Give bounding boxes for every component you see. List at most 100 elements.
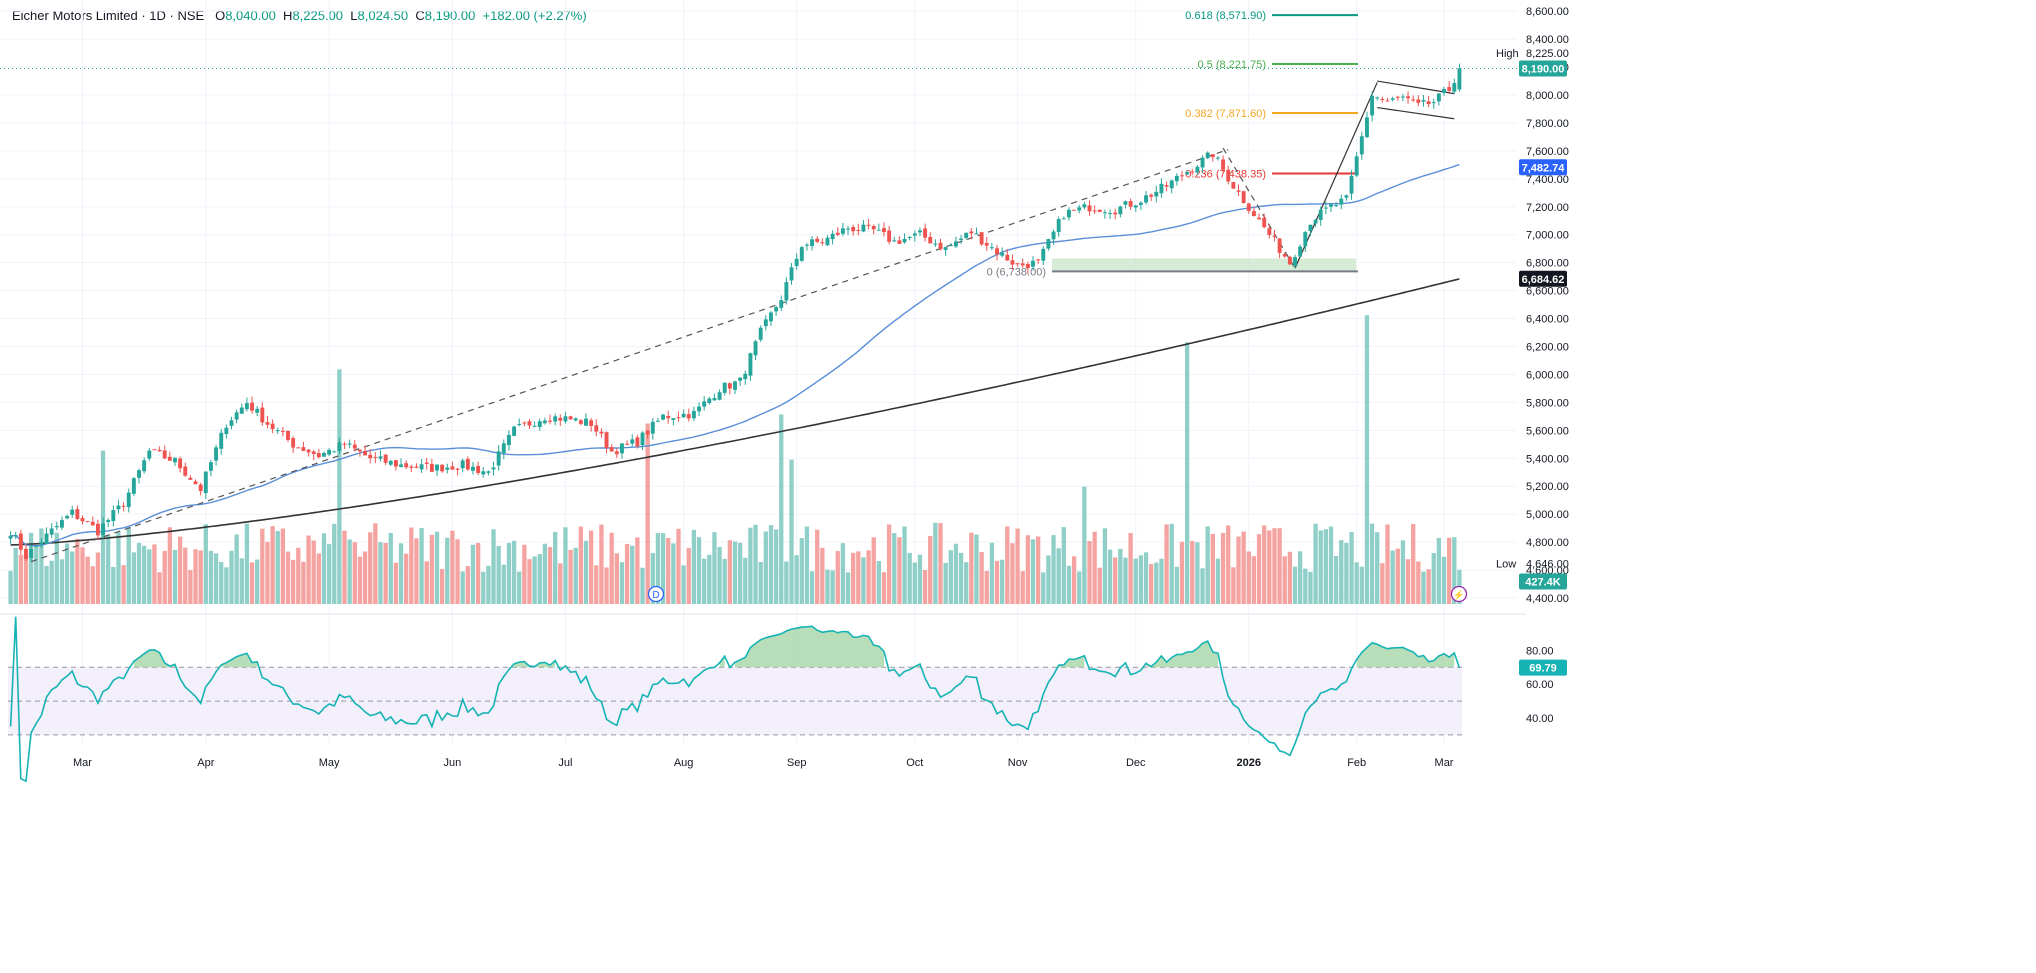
volume-bar: [1041, 572, 1046, 604]
volume-bar: [928, 536, 933, 604]
candle-body: [1067, 209, 1071, 218]
volume-bar: [326, 544, 332, 604]
volume-bar: [368, 532, 373, 604]
time-axis-tick: Apr: [197, 757, 214, 769]
candle-body: [769, 312, 773, 322]
high-value: 8,225.00: [292, 8, 344, 23]
volume-bar: [136, 542, 142, 604]
volume-bar: [1328, 526, 1334, 604]
volume-bar: [1308, 571, 1313, 604]
candle-body: [1406, 96, 1411, 99]
volume-bar: [311, 540, 316, 604]
dividend-marker-icon: [647, 585, 665, 603]
price-axis-tick: 5,400.00: [1526, 453, 1569, 465]
candle-body: [1123, 201, 1128, 205]
volume-bar: [743, 557, 748, 604]
candle-body: [1354, 156, 1359, 176]
volume-bar: [111, 566, 116, 604]
candle-body: [676, 417, 681, 419]
volume-bar: [85, 556, 90, 604]
candle-body: [1221, 159, 1226, 170]
volume-bar: [1323, 529, 1329, 604]
volume-bar: [157, 572, 162, 604]
fib-level-label: 0.618 (8,571.90): [1185, 10, 1266, 22]
candle-body: [681, 413, 686, 418]
volume-bar: [450, 530, 455, 604]
candle-body: [306, 449, 311, 453]
volume-bar: [1236, 536, 1241, 604]
candle-body: [440, 464, 445, 472]
candle-body: [578, 420, 583, 424]
volume-bar: [650, 553, 655, 604]
volume-bar: [465, 566, 470, 604]
high-label: High: [1496, 48, 1519, 60]
volume-bar: [239, 558, 244, 604]
volume-bar: [609, 532, 614, 604]
candle-body: [142, 460, 147, 472]
candle-body: [244, 403, 249, 410]
volume-bar: [702, 558, 707, 604]
high-label: H: [283, 8, 293, 23]
volume-bar: [892, 533, 897, 604]
time-axis-tick: Dec: [1126, 757, 1146, 769]
candle-body: [85, 521, 90, 523]
grid-lines: [0, 0, 1517, 745]
price-axis-tick: 8,000.00: [1526, 90, 1569, 102]
time-axis-tick: Jul: [558, 757, 572, 769]
candle-body: [738, 377, 743, 381]
volume-bar: [825, 569, 830, 604]
volume-bars: [8, 315, 1462, 604]
volume-bar: [553, 532, 558, 604]
candle-body: [902, 238, 907, 243]
volume-bar: [583, 540, 589, 604]
volume-bar: [1015, 528, 1020, 604]
volume-bar: [414, 538, 419, 604]
candle-body: [1169, 180, 1174, 189]
volume-tag: 427.4K: [1525, 577, 1561, 589]
candle-body: [1400, 96, 1405, 98]
candle-body: [1303, 232, 1308, 247]
volume-bar: [917, 554, 923, 604]
volume-bar: [491, 529, 496, 604]
candle-body: [491, 467, 496, 470]
candle-body: [460, 460, 465, 469]
volume-bar: [1241, 531, 1246, 604]
candle-body: [1185, 172, 1190, 175]
volume-bar: [717, 546, 722, 604]
volume-bar: [1190, 540, 1195, 604]
volume-bar: [362, 551, 368, 604]
volume-bar: [619, 562, 625, 604]
candle-body: [337, 442, 342, 451]
candle-body: [280, 430, 285, 432]
volume-bar: [547, 547, 553, 604]
candle-body: [1190, 171, 1195, 173]
candle-body: [1452, 83, 1457, 92]
volume-bar: [1071, 556, 1077, 604]
candle-body: [548, 420, 552, 422]
candle-body: [95, 523, 100, 536]
candle-body: [763, 319, 768, 327]
price-axis-tick: 8,400.00: [1526, 34, 1569, 46]
candle-body: [1287, 256, 1292, 265]
flag-upper-line: [1377, 80, 1455, 95]
candle-body: [378, 456, 383, 459]
candle-body: [1370, 95, 1375, 116]
volume-bar: [666, 538, 671, 604]
candle-body: [1431, 102, 1436, 104]
candle-body: [923, 228, 928, 238]
volume-bar: [1226, 525, 1231, 604]
fib-level-label: 0.236 (7,438.35): [1185, 168, 1266, 180]
volume-bar: [737, 542, 743, 604]
volume-bar: [1138, 555, 1144, 604]
candle-body: [260, 407, 265, 423]
rsi-value-tag-box: [1519, 659, 1567, 676]
candle-body: [270, 423, 275, 430]
price-axis-tick: 7,400.00: [1526, 174, 1569, 186]
candle-body: [59, 520, 64, 528]
price-axis-tick: 6,000.00: [1526, 369, 1569, 381]
symbol-name[interactable]: Eicher Motors Limited: [12, 8, 138, 23]
interval-label[interactable]: 1D: [149, 8, 166, 23]
time-axis-tick: Feb: [1347, 757, 1366, 769]
volume-bar: [116, 531, 121, 604]
